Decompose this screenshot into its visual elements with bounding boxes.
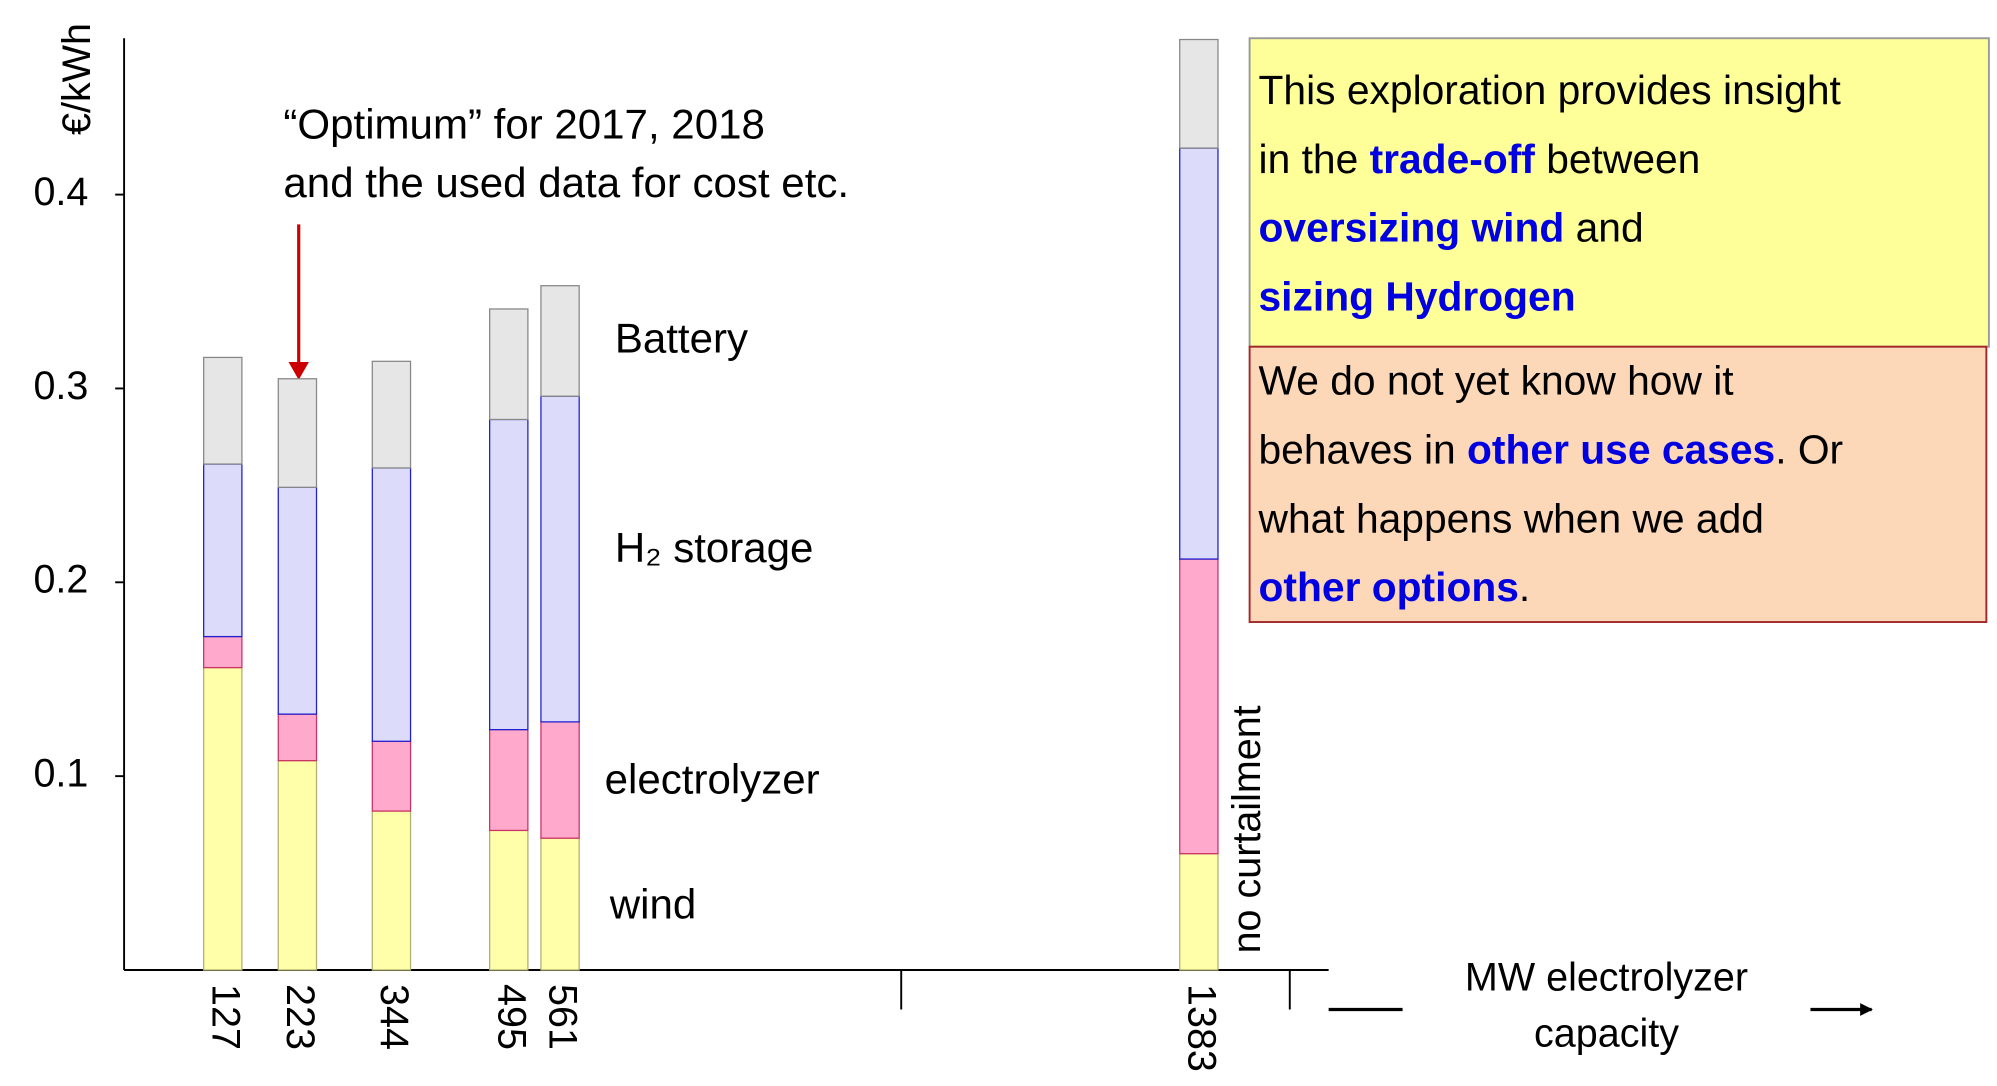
x-axis-label: capacity xyxy=(1534,1012,1679,1056)
y-tick-label: 0.4 xyxy=(33,170,88,214)
x-axis-label: MW electrolyzer xyxy=(1465,956,1748,1000)
bar-segment xyxy=(203,356,243,465)
box-text-run: . Or xyxy=(1775,426,1843,472)
box-text: what happens when we add xyxy=(1258,495,1764,541)
bar-segment xyxy=(489,728,529,832)
bar-segment xyxy=(540,721,580,839)
box-text: other options. xyxy=(1259,564,1531,610)
y-tick-label: 0.1 xyxy=(33,752,88,796)
box-text-run: We do not yet know how it xyxy=(1259,357,1735,403)
bar-segment xyxy=(540,395,580,723)
bar-segment xyxy=(489,418,529,731)
bar-segment xyxy=(1179,558,1219,855)
box-text: sizing Hydrogen xyxy=(1259,273,1576,319)
legend-label: Battery xyxy=(615,315,748,362)
text-box xyxy=(1248,345,1988,623)
annotation: and the used data for cost etc. xyxy=(283,159,849,206)
bar-segment xyxy=(277,760,318,971)
box-text: We do not yet know how it xyxy=(1259,357,1735,403)
box-text-run: trade-off xyxy=(1370,136,1536,182)
bar-segment xyxy=(540,837,580,971)
bar-segment xyxy=(489,829,529,971)
bar-segment xyxy=(371,740,412,812)
x-tick-label: 127 xyxy=(203,984,247,1050)
x-tick-label: 344 xyxy=(372,984,416,1050)
box-text-run: and xyxy=(1564,204,1643,250)
bar-segment xyxy=(371,360,412,469)
bar-segment xyxy=(277,486,318,715)
y-tick-label: 0.3 xyxy=(33,364,88,408)
y-tick-label: 0.2 xyxy=(33,558,88,602)
bar-segment xyxy=(1179,853,1219,971)
bar-segment xyxy=(540,285,580,397)
annotation: “Optimum” for 2017, 2018 xyxy=(283,101,764,148)
legend-label: wind xyxy=(609,881,696,928)
bar-segment xyxy=(371,810,412,971)
box-text: behaves in other use cases. Or xyxy=(1259,426,1844,472)
box-text-run: sizing Hydrogen xyxy=(1259,273,1576,319)
box-text: oversizing wind and xyxy=(1259,204,1644,250)
bar-segment xyxy=(277,713,318,762)
box-text-run: other use cases xyxy=(1467,426,1775,472)
box-text: This exploration provides insight xyxy=(1259,67,1842,113)
y-axis-label: €/kWh xyxy=(55,23,99,135)
box-text-run: . xyxy=(1519,564,1530,610)
bar-segment xyxy=(371,467,412,742)
bar-segment xyxy=(203,635,243,669)
box-text-run: in the xyxy=(1259,136,1370,182)
box-text-run: what happens when we add xyxy=(1258,495,1764,541)
legend-label: H₂ storage xyxy=(615,524,814,571)
bar-segment xyxy=(277,378,318,488)
bar-segment xyxy=(203,463,243,638)
box-text-run: other options xyxy=(1259,564,1519,610)
bar-segment xyxy=(203,666,243,971)
x-tick-label: 1383 xyxy=(1179,984,1223,1072)
legend-label: electrolyzer xyxy=(605,756,820,803)
box-text-run: behaves in xyxy=(1259,426,1468,472)
text-box xyxy=(1248,37,1990,348)
box-text: in the trade-off between xyxy=(1259,136,1701,182)
bar-segment xyxy=(1179,147,1219,560)
bar-segment xyxy=(1179,38,1219,149)
box-text-run: oversizing wind xyxy=(1259,204,1565,250)
x-tick-label: 495 xyxy=(489,984,533,1050)
bar-segment xyxy=(489,308,529,421)
box-text-run: between xyxy=(1535,136,1700,182)
annotation: no curtailment xyxy=(1225,705,1269,953)
x-tick-label: 223 xyxy=(278,984,322,1050)
box-text-run: This exploration provides insight xyxy=(1259,67,1842,113)
x-tick-label: 561 xyxy=(541,984,585,1050)
